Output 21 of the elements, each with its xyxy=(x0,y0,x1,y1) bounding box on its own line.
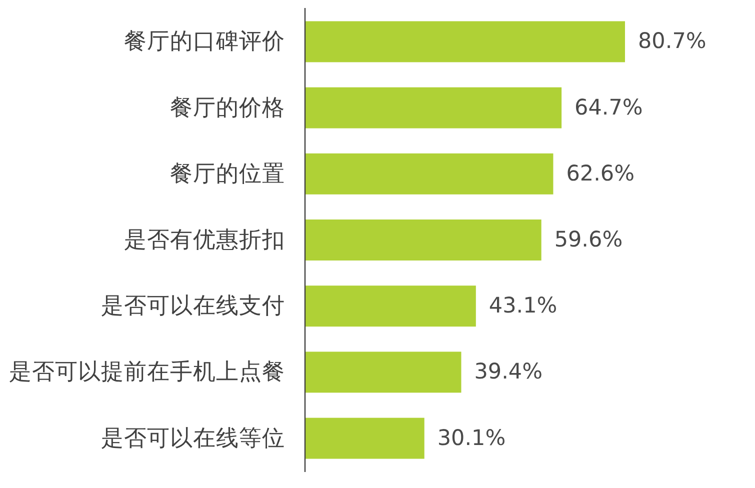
bar xyxy=(305,352,462,393)
data-label: 59.6% xyxy=(554,228,623,252)
y-tick-label: 是否可以提前在手机上点餐 xyxy=(9,359,285,386)
bar xyxy=(305,418,424,459)
y-tick-label: 是否可以在线等位 xyxy=(101,425,285,452)
bar xyxy=(305,21,625,62)
data-label: 30.1% xyxy=(437,426,506,451)
data-label: 80.7% xyxy=(638,29,706,54)
data-label: 64.7% xyxy=(574,95,643,120)
bar xyxy=(305,153,554,194)
y-tick-label: 餐厅的口碑评价 xyxy=(124,28,285,55)
data-label: 39.4% xyxy=(474,360,543,385)
bar xyxy=(305,220,542,260)
data-label: 43.1% xyxy=(488,294,558,319)
y-tick-label: 是否有优惠折扣 xyxy=(124,227,285,253)
y-tick-label: 餐厅的位置 xyxy=(170,160,285,187)
bar xyxy=(305,286,476,327)
y-tick-label: 餐厅的价格 xyxy=(170,94,285,121)
data-label: 62.6% xyxy=(566,161,635,186)
y-tick-label: 是否可以在线支付 xyxy=(101,293,285,320)
bar xyxy=(305,87,562,128)
